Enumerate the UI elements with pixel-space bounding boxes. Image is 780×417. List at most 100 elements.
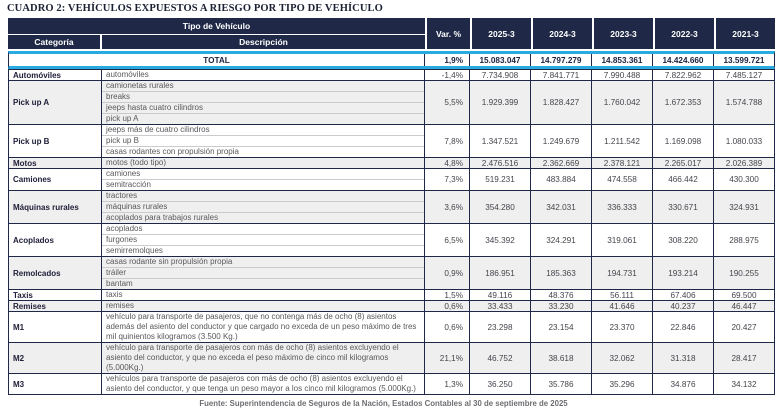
var-pct-value: 6,5% bbox=[424, 224, 469, 256]
category-label: Motos bbox=[13, 158, 37, 168]
description-line: tráiler bbox=[102, 268, 424, 279]
year-value: 7.734.908 bbox=[469, 70, 530, 80]
category-label: Acoplados bbox=[13, 235, 54, 245]
column-header-2025-3: 2025-3 bbox=[470, 18, 531, 49]
table-row: Automóviles automóviles -1,4% 7.734.908 7… bbox=[9, 69, 774, 80]
description-cell: acoplados furgones semirremolques bbox=[101, 224, 424, 256]
year-value: 46.752 bbox=[469, 343, 530, 373]
description-cell: taxis bbox=[101, 290, 424, 300]
total-label: TOTAL bbox=[203, 55, 230, 65]
year-value: 1.080.033 bbox=[713, 125, 774, 157]
description-cell: camionetas rurales breaks jeeps hasta cuat… bbox=[101, 81, 424, 124]
description-line: semitracción bbox=[106, 180, 151, 189]
table-row: Remises remises 0,6% 33.433 33.230 41.646 4… bbox=[9, 300, 774, 311]
table-header: Tipo de Vehículo Categoría Descripción V… bbox=[8, 18, 775, 49]
year-value: 288.975 bbox=[713, 224, 774, 256]
var-pct-value: 0,6% bbox=[424, 301, 469, 311]
category-label: Camiones bbox=[13, 175, 52, 184]
description-line: breaks bbox=[102, 92, 424, 103]
year-value: 342.031 bbox=[530, 191, 591, 223]
description-cell: motos (todo tipo) bbox=[101, 158, 424, 168]
year-value: 20.427 bbox=[713, 312, 774, 342]
year-value: 48.376 bbox=[530, 290, 591, 300]
description-line: vehículo para transporte de pasajeros co… bbox=[106, 343, 399, 372]
column-header-var-pct: Var. % bbox=[425, 18, 470, 49]
description-line: máquinas rurales bbox=[102, 202, 424, 213]
table-row: M2 vehículo para transporte de pasajeros… bbox=[9, 342, 774, 373]
year-value: 67.406 bbox=[652, 290, 713, 300]
year-value: 22.846 bbox=[652, 312, 713, 342]
description-cell: tractores máquinas rurales acoplados para … bbox=[101, 191, 424, 223]
year-value: 193.214 bbox=[652, 257, 713, 289]
year-value: 35.786 bbox=[530, 374, 591, 394]
year-value: 430.300 bbox=[713, 169, 774, 190]
year-value: 2.265.017 bbox=[652, 158, 713, 168]
year-value: 1.929.399 bbox=[469, 81, 530, 124]
description-line: automóviles bbox=[106, 70, 149, 79]
description-line: tractores bbox=[102, 191, 424, 202]
year-value: 7.990.488 bbox=[591, 70, 652, 80]
var-pct-value: 3,6% bbox=[424, 191, 469, 223]
description-line: acoplados bbox=[102, 224, 424, 235]
category-label: Remises bbox=[13, 301, 46, 311]
year-value: 324.931 bbox=[713, 191, 774, 223]
table-row: Pick up B jeeps más de cuatro cilindros p… bbox=[9, 124, 774, 157]
total-value-2021-3: 13.599.721 bbox=[713, 54, 774, 66]
description-cell: vehículos para transporte de pasajeros c… bbox=[101, 374, 424, 394]
column-header-2024-3: 2024-3 bbox=[531, 18, 592, 49]
vehicles-table: Tipo de Vehículo Categoría Descripción V… bbox=[8, 18, 775, 395]
table-row: Acoplados acoplados furgones semirremolque… bbox=[9, 223, 774, 256]
var-pct-value: 0,6% bbox=[424, 312, 469, 342]
description-line: camionetas rurales bbox=[102, 81, 424, 92]
year-value: 7.485.127 bbox=[713, 70, 774, 80]
year-value: 1.574.788 bbox=[713, 81, 774, 124]
year-value: 41.646 bbox=[591, 301, 652, 311]
var-pct-value: 4,8% bbox=[424, 158, 469, 168]
table-title: CUADRO 2: VEHÍCULOS EXPUESTOS A RIESGO P… bbox=[7, 3, 383, 14]
table-row: Camiones camiones semitracción 7,3% 519.2… bbox=[9, 168, 774, 190]
description-line: acoplados para trabajos rurales bbox=[106, 213, 219, 222]
year-value: 1.249.679 bbox=[530, 125, 591, 157]
year-value: 1.169.098 bbox=[652, 125, 713, 157]
description-line: remises bbox=[106, 301, 135, 310]
description-cell: remises bbox=[101, 301, 424, 311]
year-value: 2.026.389 bbox=[713, 158, 774, 168]
description-line: jeeps más de cuatro cilindros bbox=[102, 125, 424, 136]
description-line: vehículo para transporte de pasajeros, q… bbox=[106, 312, 417, 341]
year-value: 69.500 bbox=[713, 290, 774, 300]
category-label: Taxis bbox=[13, 290, 33, 300]
table-row: Máquinas rurales tractores máquinas rural… bbox=[9, 190, 774, 223]
description-line: vehículos para transporte de pasajeros c… bbox=[106, 374, 416, 393]
total-var-value: 1,9% bbox=[424, 54, 469, 66]
table-row: Taxis taxis 1,5% 49.116 48.376 56.111 67.40… bbox=[9, 289, 774, 300]
table-row: Remolcados casas rodante sin propulsión … bbox=[9, 256, 774, 289]
year-value: 2.362.669 bbox=[530, 158, 591, 168]
description-line: motos (todo tipo) bbox=[106, 158, 167, 167]
year-value: 49.116 bbox=[469, 290, 530, 300]
table-row: M1 vehículo para transporte de pasajeros… bbox=[9, 311, 774, 342]
column-header-categoria: Categoría bbox=[8, 35, 100, 49]
year-value: 36.250 bbox=[469, 374, 530, 394]
description-line: camiones bbox=[102, 169, 424, 180]
year-value: 34.876 bbox=[652, 374, 713, 394]
var-pct-value: 0,9% bbox=[424, 257, 469, 289]
table-body: Automóviles automóviles -1,4% 7.734.908 7… bbox=[8, 69, 775, 395]
year-value: 519.231 bbox=[469, 169, 530, 190]
column-header-2023-3: 2023-3 bbox=[592, 18, 653, 49]
year-value: 1.211.542 bbox=[591, 125, 652, 157]
year-value: 7.822.962 bbox=[652, 70, 713, 80]
total-value-2024-3: 14.797.279 bbox=[530, 54, 591, 66]
total-value-2022-3: 14.424.660 bbox=[652, 54, 713, 66]
year-value: 466.442 bbox=[652, 169, 713, 190]
category-label: M1 bbox=[13, 322, 25, 332]
category-label: M2 bbox=[13, 353, 25, 363]
column-header-2021-3: 2021-3 bbox=[714, 18, 775, 49]
column-header-tipo-de-vehiculo: Tipo de Vehículo bbox=[8, 18, 425, 34]
year-value: 190.255 bbox=[713, 257, 774, 289]
year-value: 28.417 bbox=[713, 343, 774, 373]
total-value-2023-3: 14.853.361 bbox=[591, 54, 652, 66]
description-line: bantam bbox=[106, 279, 133, 288]
year-value: 56.111 bbox=[591, 290, 652, 300]
year-value: 23.298 bbox=[469, 312, 530, 342]
